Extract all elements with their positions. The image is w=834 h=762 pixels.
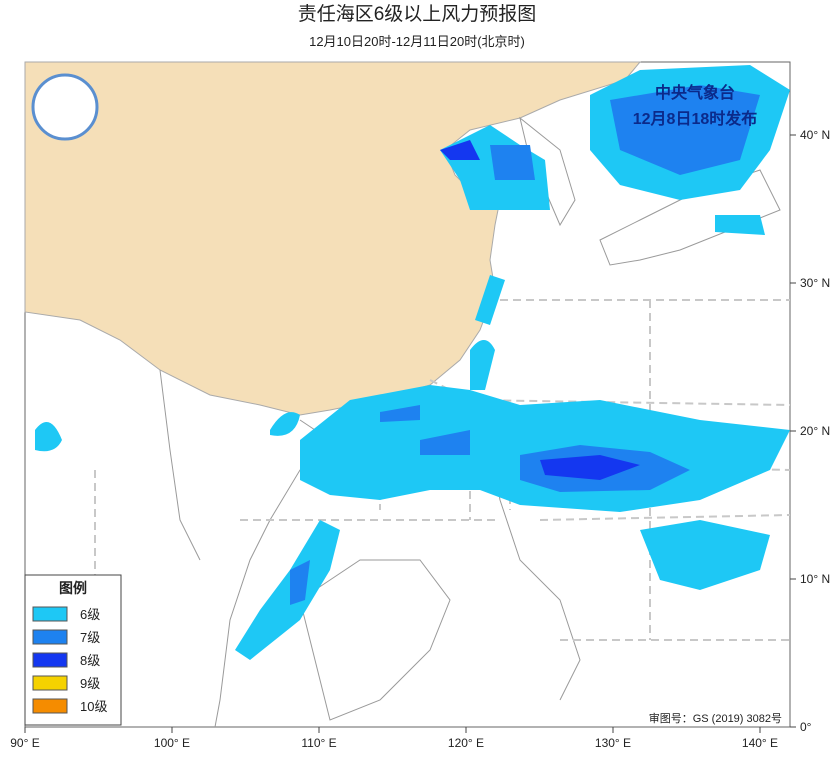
map: 中央气象台 12月8日18时发布 审图号：GS (2019) 3082号: [24, 61, 791, 728]
lat-label: 0°: [800, 720, 812, 734]
legend-swatch: [32, 652, 68, 668]
lon-label: 100° E: [154, 736, 190, 750]
lat-label: 10° N: [800, 572, 830, 586]
lon-label: 90° E: [10, 736, 39, 750]
legend-swatch: [32, 698, 68, 714]
wind-area: [380, 405, 470, 455]
legend-label: 9级: [80, 676, 100, 691]
legend-swatch: [32, 606, 68, 622]
legend-swatch: [32, 675, 68, 691]
lon-label: 120° E: [448, 736, 484, 750]
legend-label: 6级: [80, 607, 100, 622]
lon-label: 110° E: [301, 736, 336, 750]
borneo-coast: [299, 559, 451, 721]
lat-label: 30° N: [800, 276, 830, 290]
lat-label: 20° N: [800, 424, 830, 438]
wind-area: [640, 520, 770, 590]
issued-time: 12月8日18时发布: [633, 109, 758, 128]
wind-area: [290, 85, 760, 605]
logo: [31, 73, 99, 141]
lon-label: 130° E: [595, 736, 631, 750]
wind-areas: [35, 65, 790, 660]
agency: 中央气象台: [655, 83, 735, 102]
subtitle: 12月10日20时-12月11日20时(北京时): [309, 34, 525, 49]
legend-label: 7级: [80, 630, 100, 645]
lat-label: 40° N: [800, 128, 830, 142]
legend: 图例 6级 7级 8级 9级 10级: [24, 574, 122, 726]
title: 责任海区6级以上风力预报图: [298, 3, 537, 25]
approval-number: 审图号：GS (2019) 3082号: [649, 711, 782, 725]
legend-label: 10级: [80, 699, 107, 714]
legend-swatch: [32, 629, 68, 645]
legend-label: 8级: [80, 653, 100, 668]
wind-area: [235, 520, 340, 660]
legend-title: 图例: [59, 580, 87, 596]
lon-label: 140° E: [742, 736, 778, 750]
